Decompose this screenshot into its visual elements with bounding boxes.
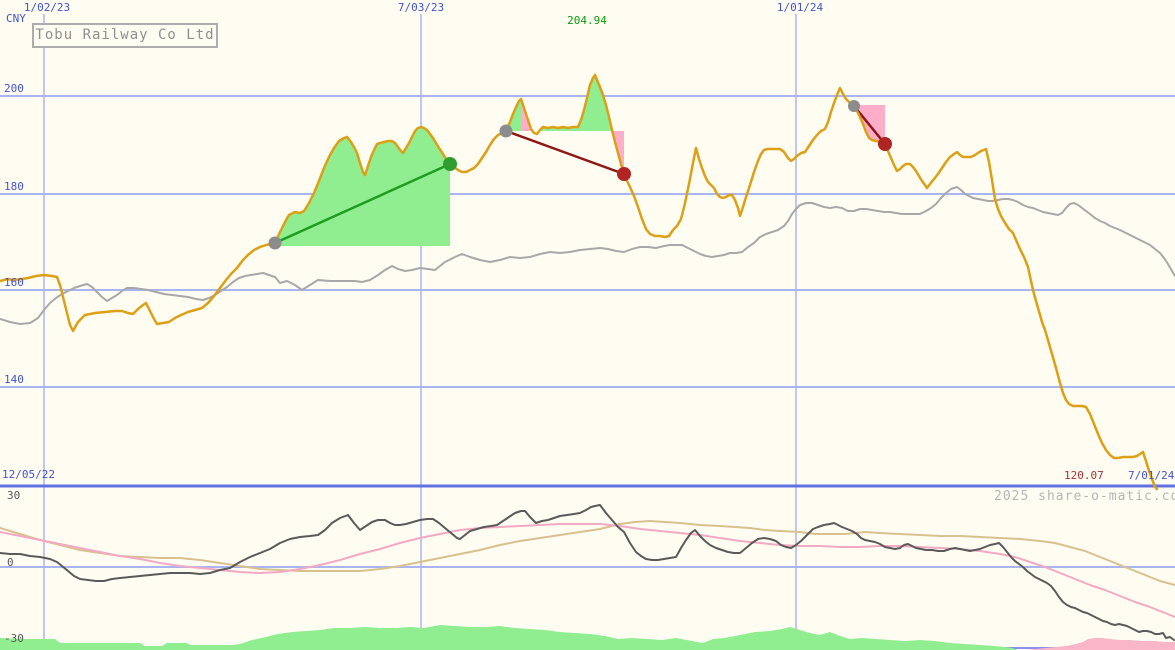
y-tick-160: 160 xyxy=(4,276,24,289)
downtrend-line-1[interactable] xyxy=(505,129,625,176)
benchmark-line xyxy=(0,186,1175,325)
x-axis-date-3: 1/01/24 xyxy=(776,1,824,14)
osc-tick-0: 0 xyxy=(7,556,14,569)
downtrend1-start-dot[interactable] xyxy=(499,124,513,138)
downtrend2-end-dot[interactable] xyxy=(878,137,892,151)
uptrend-annotation-fill xyxy=(275,127,450,246)
volume-green-area xyxy=(0,625,1018,650)
volume-pink-area xyxy=(1026,638,1175,650)
end-date-label: 7/01/24 xyxy=(1128,469,1175,482)
chart-title-box: Tobu Railway Co Ltd xyxy=(32,23,218,48)
y-tick-200: 200 xyxy=(4,82,24,95)
oscillator-line xyxy=(0,504,1175,641)
uptrend-start-dot[interactable] xyxy=(268,236,282,250)
downtrend-line-2[interactable] xyxy=(853,105,886,145)
downtrend2-start-dot[interactable] xyxy=(848,100,860,112)
high-value-label: 204.94 xyxy=(567,14,607,27)
signal-tan-line xyxy=(0,520,1175,586)
x-axis-date-1: 1/02/23 xyxy=(23,1,71,14)
downtrend1-end-dot[interactable] xyxy=(617,167,631,181)
y-tick-140: 140 xyxy=(4,373,24,386)
start-date-label: 12/05/22 xyxy=(2,468,55,481)
osc-tick-neg30: -30 xyxy=(4,632,24,645)
uptrend-end-dot[interactable] xyxy=(443,157,457,171)
low-value-label: 120.07 xyxy=(1064,469,1104,482)
chart-title: Tobu Railway Co Ltd xyxy=(35,27,215,43)
signal-pink-line xyxy=(0,523,1175,618)
y-tick-180: 180 xyxy=(4,180,24,193)
uptrend-line[interactable] xyxy=(274,162,451,245)
downtrend-annotation-green-fill-b xyxy=(533,75,612,131)
currency-label: CNY xyxy=(6,12,26,25)
watermark: 2025 share-o-matic.com xyxy=(994,489,1175,504)
downtrend-annotation-pink-fill-a xyxy=(521,99,533,131)
x-axis-date-2: 7/03/23 xyxy=(397,1,445,14)
price-line xyxy=(0,73,1159,491)
osc-tick-30: 30 xyxy=(7,489,21,502)
